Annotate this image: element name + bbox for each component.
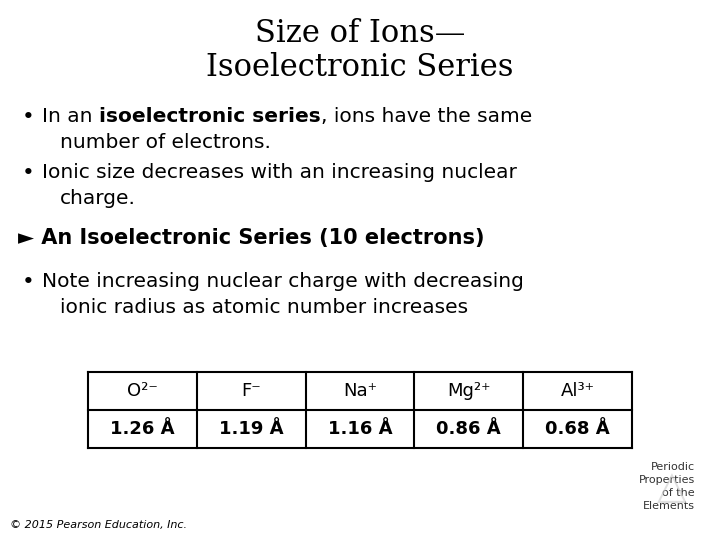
Text: •: • [22,107,35,127]
Text: •: • [22,163,35,183]
Text: charge.: charge. [60,189,136,208]
Text: 1.19 Å: 1.19 Å [219,420,284,438]
Text: ► An Isoelectronic Series (10 electrons): ► An Isoelectronic Series (10 electrons) [18,228,485,248]
Text: , ions have the same: , ions have the same [320,107,532,126]
Text: number of electrons.: number of electrons. [60,133,271,152]
Text: Ionic size decreases with an increasing nuclear: Ionic size decreases with an increasing … [42,163,517,182]
Text: © 2015 Pearson Education, Inc.: © 2015 Pearson Education, Inc. [10,520,187,530]
Text: Mg²⁺: Mg²⁺ [447,382,490,400]
Text: ionic radius as atomic number increases: ionic radius as atomic number increases [60,298,468,317]
Text: 0.68 Å: 0.68 Å [545,420,610,438]
Text: Properties: Properties [639,475,695,485]
Text: isoelectronic series: isoelectronic series [99,107,320,126]
Text: Al³⁺: Al³⁺ [561,382,595,400]
Text: 1.26 Å: 1.26 Å [110,420,175,438]
Text: of the: of the [662,488,695,498]
Text: Periodic: Periodic [651,462,695,472]
Text: F⁻: F⁻ [241,382,261,400]
Text: Note increasing nuclear charge with decreasing: Note increasing nuclear charge with decr… [42,272,524,291]
Text: Elements: Elements [643,501,695,511]
Text: Size of Ions—: Size of Ions— [255,18,465,49]
Text: 1.16 Å: 1.16 Å [328,420,392,438]
Text: Isoelectronic Series: Isoelectronic Series [206,52,514,83]
Text: •: • [22,272,35,292]
Text: In an: In an [42,107,99,126]
Text: △: △ [657,468,687,506]
Text: O²⁻: O²⁻ [127,382,158,400]
Text: 0.86 Å: 0.86 Å [436,420,501,438]
Text: Na⁺: Na⁺ [343,382,377,400]
